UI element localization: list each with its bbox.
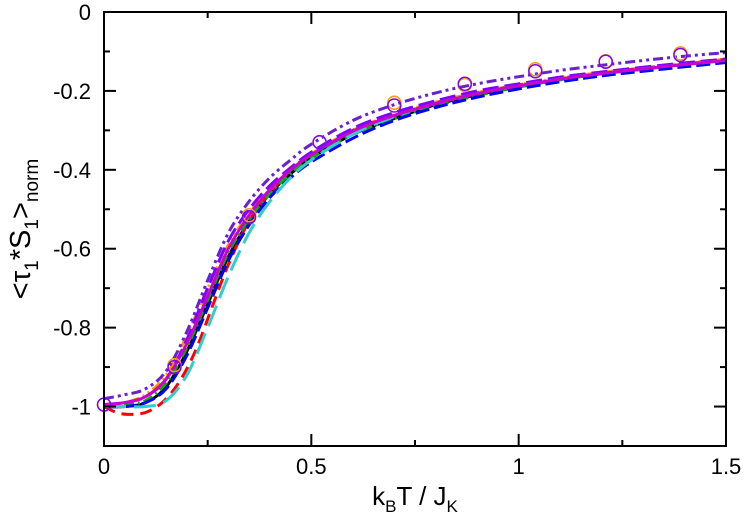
axis-ticks (103, 11, 727, 447)
plot-lines (103, 51, 727, 416)
y-axis-label-open: <τ (5, 270, 37, 299)
x-axis-label-main: k (372, 481, 386, 511)
x-axis-label-mid: T / J (396, 481, 446, 511)
y-axis-label: <τ1*S1>norm (5, 159, 43, 299)
marker-2-3 (241, 209, 257, 225)
marker-2-5 (387, 98, 402, 113)
y-tick-label: -0.6 (53, 237, 91, 262)
y-tick-label: -0.4 (53, 158, 91, 183)
x-tick-label: 0.5 (296, 454, 327, 479)
series-line-4 (103, 61, 727, 409)
series-line-7 (103, 51, 727, 401)
marker-2-8 (598, 54, 613, 69)
plot-markers (96, 46, 688, 412)
marker-2-2 (167, 359, 182, 375)
y-axis-label-close: > (5, 202, 37, 219)
x-axis-label: kBT / JK (372, 481, 458, 516)
x-tick-label: 0 (98, 454, 110, 479)
x-tick-label: 1 (513, 454, 525, 479)
y-tick-label: -0.8 (53, 316, 91, 341)
y-axis-label-sub3: norm (22, 159, 43, 202)
marker-2-7 (528, 63, 543, 79)
y-tick-label: -1 (71, 395, 91, 420)
tick-labels: 0 0.5 1 1.5 0 -0.2 -0.4 -0.6 -0.8 -1 (53, 0, 741, 479)
series-line-3 (103, 59, 727, 407)
y-axis-label-mid: *S (5, 230, 37, 261)
marker-2-6 (457, 76, 473, 92)
x-tick-label: 1.5 (711, 454, 742, 479)
y-tick-label: -0.2 (53, 79, 91, 104)
y-axis-label-sub1: 1 (22, 260, 43, 271)
y-axis-label-sub2: 1 (22, 219, 43, 230)
x-axis-label-sub2: K (447, 497, 459, 516)
y-tick-label: 0 (79, 0, 91, 25)
series-line-9 (103, 59, 727, 407)
marker-2-4 (312, 134, 327, 150)
plot-frame (103, 11, 727, 447)
x-axis-label-sub1: B (385, 497, 396, 516)
marker-2-9 (673, 47, 688, 63)
